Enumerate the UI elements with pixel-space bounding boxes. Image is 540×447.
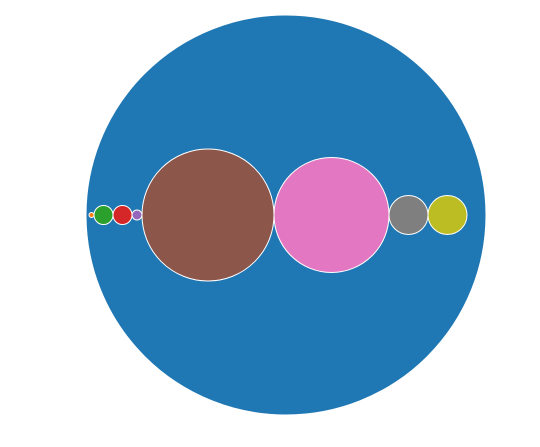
inner-circles [88, 148, 468, 282]
circle-gray [388, 195, 429, 235]
circle-pink [273, 157, 390, 273]
circle-red [112, 205, 133, 225]
circle-orange [88, 212, 95, 218]
circle-olive [427, 195, 468, 235]
circle-purple [131, 209, 143, 221]
circle-brown [141, 148, 275, 282]
circle-green [93, 205, 114, 225]
